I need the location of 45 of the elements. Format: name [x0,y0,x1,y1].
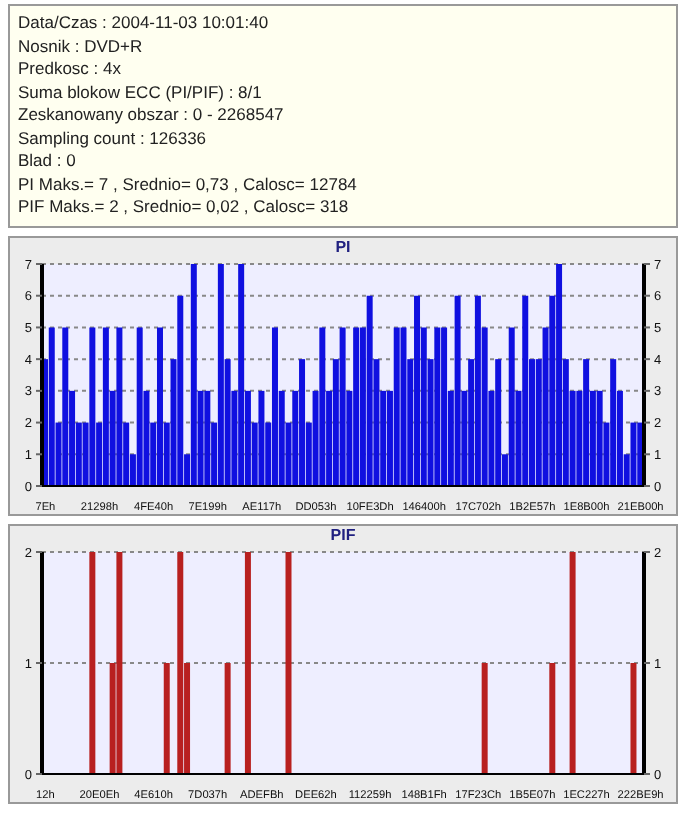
bar [217,263,224,485]
bar [156,326,163,485]
bar [190,263,197,485]
bar [596,389,603,485]
text: PIF Maks.= 2 , Srednio= 0,02 , Calosc= 318 [18,196,351,219]
bar [48,326,55,485]
text: Data/Czas : 2004-11-03 10:01:40 [18,12,271,35]
bar [393,326,400,485]
text: Sampling count : 126336 [18,127,209,150]
bar [556,263,563,485]
bar [414,294,421,485]
bar [271,326,278,485]
bar [583,358,590,485]
text: PI Maks.= 7 , Srednio= 0,73 , Calosc= 12784 [18,173,359,196]
bar [258,389,265,485]
bar [339,326,346,485]
bar [204,389,211,485]
bar [62,326,69,485]
bar [610,358,617,485]
bar [434,326,441,485]
text: Suma blokow ECC (PI/PIF) : 8/1 [18,81,264,104]
bar [366,294,373,485]
bar [353,326,360,485]
bar [102,326,109,485]
bar [508,326,515,485]
bar [495,358,502,485]
bar [177,294,184,485]
bar [116,326,123,485]
chart-title: PI [333,237,353,257]
text: Nosnik : DVD+R [18,35,145,58]
bar [630,421,637,485]
bar [319,326,326,485]
bar [474,294,481,485]
bar [89,326,96,485]
text: Predkosc : 4x [18,58,123,81]
text: Zeskanowany obszar : 0 - 2268547 [18,104,286,127]
bar [522,294,529,485]
text: Blad : 0 [18,150,78,173]
bar [454,294,461,485]
bar [441,326,448,485]
bar [136,326,143,485]
bar [400,326,407,485]
chart-title: PIF [328,525,358,545]
bar [299,358,306,485]
bar [238,263,245,485]
